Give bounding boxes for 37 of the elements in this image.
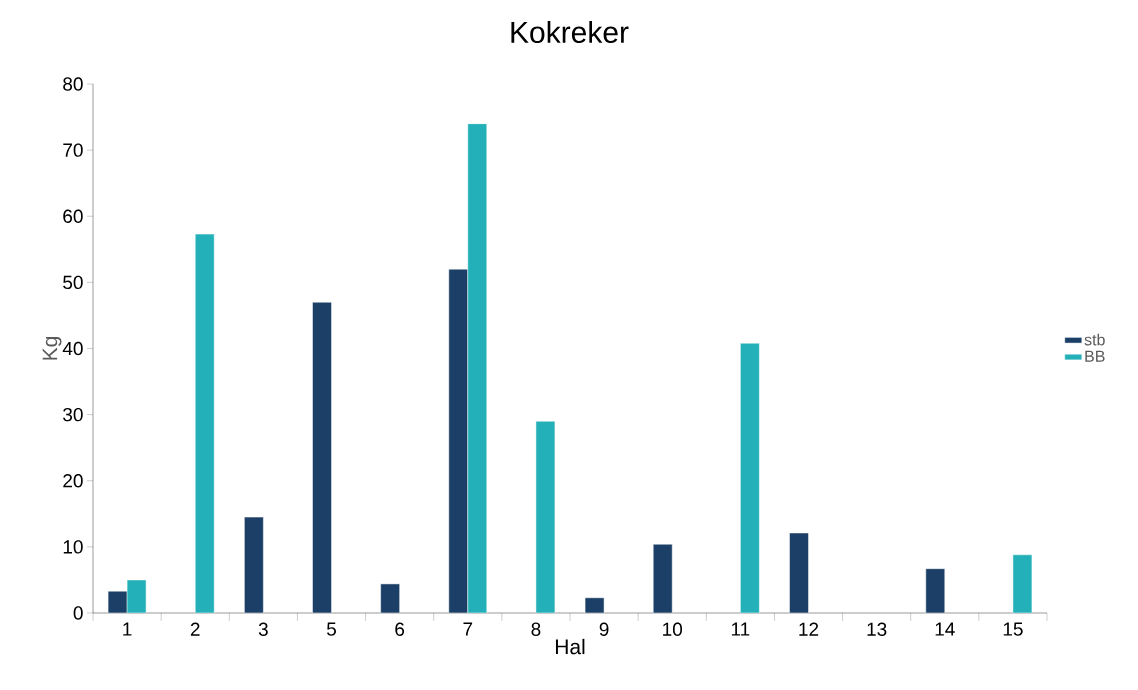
x-tick-label: 5: [326, 622, 336, 636]
x-tick-label: 12: [799, 622, 819, 636]
x-tick-label: 7: [463, 622, 473, 636]
bar: [467, 123, 488, 613]
x-tick-label: 8: [531, 622, 541, 636]
y-tick-label: 10: [63, 540, 83, 554]
x-tick-label: 1: [123, 622, 132, 636]
x-tick-label: 3: [258, 622, 268, 636]
y-axis-title: Kg: [42, 337, 62, 360]
y-tick-label: 80: [63, 77, 83, 91]
y-tick-label: 50: [63, 275, 83, 290]
x-tick-label: 6: [395, 622, 405, 636]
bar: [925, 568, 946, 613]
x-tick-label: 14: [935, 622, 955, 636]
bar: [312, 301, 332, 613]
bar: [244, 516, 264, 613]
x-tick-label: 9: [599, 622, 609, 636]
y-tick-label: 40: [62, 341, 83, 356]
bar: [194, 233, 215, 613]
bar: [789, 532, 809, 613]
bar: [740, 342, 760, 613]
x-axis-title: Hal: [555, 638, 585, 655]
x-tick-label: 10: [663, 622, 683, 636]
x-tick-label: 13: [867, 622, 887, 636]
bar: [652, 543, 673, 613]
y-tick-label: 70: [63, 143, 83, 157]
y-tick-label: 60: [63, 209, 83, 223]
y-tick-label: 30: [63, 407, 83, 422]
chart-title: Kokreker: [511, 20, 629, 44]
x-tick-label: 2: [190, 622, 200, 636]
x-tick-label: 15: [1003, 622, 1023, 636]
y-tick-label: 20: [63, 474, 83, 488]
legend-label: BB: [1085, 350, 1105, 362]
legend-label: stb: [1084, 333, 1105, 346]
y-tick-label: 0: [73, 606, 83, 620]
bar: [448, 268, 469, 613]
x-tick-label: 11: [731, 622, 750, 636]
